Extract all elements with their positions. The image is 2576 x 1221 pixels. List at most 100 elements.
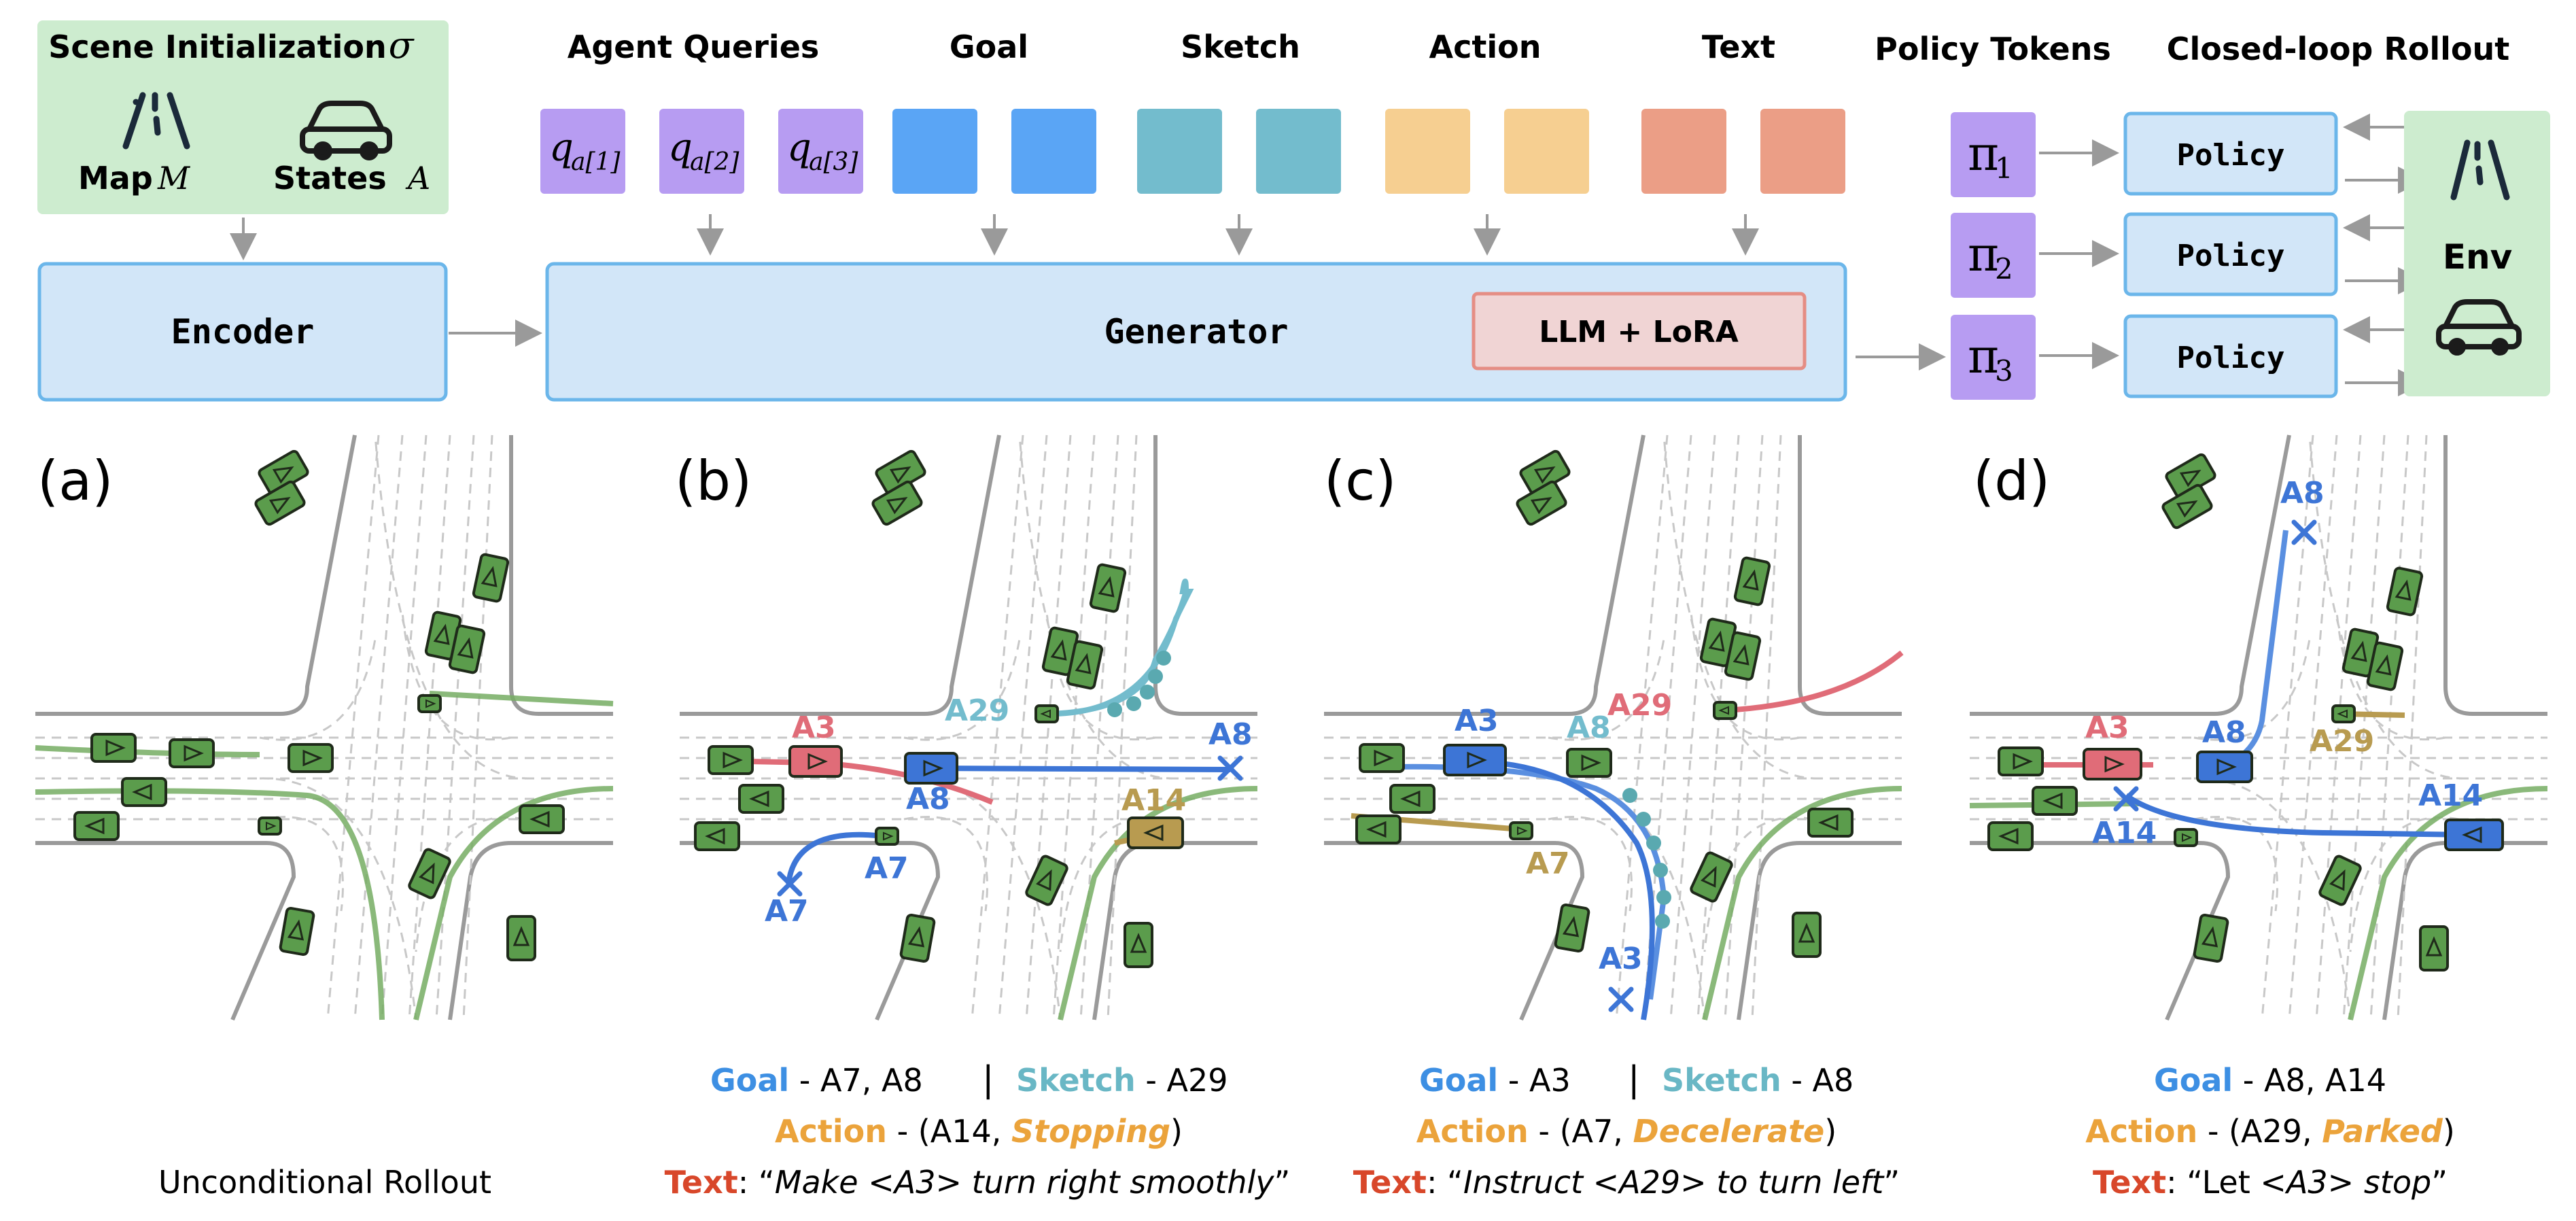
states-label: States: [273, 160, 387, 196]
svg-text:π: π: [1968, 126, 1999, 182]
svg-text:q: q: [549, 126, 574, 170]
goal-token-2: [1011, 109, 1096, 194]
token-arrows: [697, 214, 1759, 256]
panel-b-tag: (b): [675, 449, 752, 513]
panel-c-tag: (c): [1324, 449, 1396, 513]
env-car-icon: [2436, 299, 2522, 356]
caption-b-action: Action - (A14, Stopping): [775, 1113, 1183, 1150]
caption-d-action: Action - (A29, Parked): [2085, 1113, 2455, 1150]
panel-a-tag: (a): [37, 449, 113, 513]
caption-c-line1: Goal - A3: [1419, 1062, 1571, 1099]
policy-box-1: Policy: [2123, 111, 2338, 196]
svg-text:A3: A3: [792, 710, 836, 745]
encoder-label: Encoder: [171, 312, 315, 351]
header-policy-tokens: Policy Tokens: [1875, 31, 2111, 67]
caption-c-sketch: Sketch - A8: [1662, 1062, 1853, 1099]
car-icon: [300, 101, 392, 160]
caption-c-text: Text: “Instruct <A29> to turn left”: [1353, 1164, 1900, 1201]
header-text: Text: [1702, 29, 1775, 65]
panel-c-map: [1324, 435, 1902, 1020]
caption-a: Unconditional Rollout: [158, 1164, 491, 1201]
caption-c-separator: |: [1628, 1059, 1640, 1100]
caption-d-text: Text: “Let <A3> stop”: [2093, 1164, 2448, 1201]
svg-text:2: 2: [1995, 252, 2013, 286]
caption-b-line1: Goal - A7, A8: [710, 1062, 923, 1099]
panel-a-map: [35, 435, 613, 1020]
header-sketch: Sketch: [1181, 29, 1300, 65]
svg-text:A14: A14: [2092, 816, 2157, 850]
panel-d-labels: A8 A3 A8 A29 A14 A14: [2085, 476, 2483, 850]
caption-b-sketch: Sketch - A29: [1016, 1062, 1228, 1099]
svg-text:A7: A7: [1526, 846, 1570, 881]
svg-text:A29: A29: [945, 693, 1009, 728]
scene-init-title: Scene Initialization: [48, 29, 386, 65]
scene-init-box: [37, 20, 449, 214]
policy-box-3: Policy: [2123, 314, 2338, 398]
encoder-box: [37, 262, 448, 402]
svg-text:Policy: Policy: [2177, 239, 2285, 273]
header-action: Action: [1429, 29, 1542, 65]
policy-token-2: π 2: [1951, 213, 2036, 298]
svg-text:A8: A8: [2280, 476, 2325, 511]
svg-text:3: 3: [1995, 354, 2013, 388]
svg-text:q: q: [787, 126, 812, 170]
svg-text:a[1]: a[1]: [571, 148, 621, 176]
svg-text:A8: A8: [1208, 717, 1253, 752]
svg-text:A8: A8: [906, 782, 950, 816]
text-token-2: [1760, 109, 1845, 194]
svg-text:a[3]: a[3]: [809, 148, 858, 176]
svg-text:A29: A29: [2310, 724, 2374, 759]
svg-text:Policy: Policy: [2177, 138, 2285, 173]
map-label: Map: [78, 160, 153, 196]
query-token-3: q a[3]: [778, 109, 863, 194]
text-token-1: [1641, 109, 1726, 194]
header-agent-queries: Agent Queries: [568, 29, 820, 65]
svg-text:A8: A8: [2202, 715, 2246, 750]
panel-b-labels: A3 A29 A8 A8 A14 A7 A7: [765, 693, 1253, 929]
panel-d-tag: (d): [1973, 449, 2050, 513]
svg-text:A3: A3: [1455, 704, 1499, 738]
sketch-token-1: [1137, 109, 1222, 194]
query-token-2: q a[2]: [659, 109, 744, 194]
lora-label: LLM + LoRA: [1539, 315, 1739, 349]
policy-token-3: π 3: [1951, 315, 2036, 400]
policy-box-2: Policy: [2123, 212, 2338, 296]
header-goal: Goal: [950, 29, 1028, 65]
header-closed-loop: Closed-loop Rollout: [2167, 31, 2510, 67]
caption-c-action: Action - (A7, Decelerate): [1416, 1113, 1837, 1150]
scene-init-symbol: σ: [389, 24, 415, 67]
action-token-2: [1504, 109, 1589, 194]
caption-b-text: Text: “Make <A3> turn right smoothly”: [665, 1164, 1291, 1201]
map-symbol: M: [157, 160, 191, 196]
svg-text:A8: A8: [1567, 710, 1611, 745]
caption-d-goal: Goal - A8, A14: [2154, 1062, 2386, 1099]
svg-text:A3: A3: [2085, 710, 2129, 745]
policy-token-1: π 1: [1951, 112, 2036, 197]
svg-text:1: 1: [1995, 152, 2013, 185]
svg-text:Policy: Policy: [2177, 341, 2285, 375]
env-road-icon: [2450, 139, 2510, 201]
svg-text:π: π: [1968, 328, 1999, 384]
action-token-1: [1385, 109, 1470, 194]
env-label: Env: [2443, 237, 2512, 277]
panel-d-map: [1970, 435, 2547, 1020]
query-token-1: q a[1]: [540, 109, 625, 194]
svg-text:A14: A14: [2418, 778, 2483, 813]
svg-text:q: q: [668, 126, 693, 170]
svg-text:A7: A7: [865, 851, 909, 886]
svg-text:A7: A7: [765, 894, 809, 929]
panel-b-map: [680, 435, 1257, 1020]
road-icon: [122, 92, 190, 150]
pi-policy-arrows: [2039, 139, 2119, 369]
svg-text:A3: A3: [1599, 942, 1643, 976]
svg-text:A29: A29: [1607, 688, 1672, 723]
svg-text:A14: A14: [1121, 783, 1186, 818]
goal-token-1: [892, 109, 977, 194]
states-symbol: A: [405, 160, 430, 196]
caption-b-separator: |: [982, 1059, 994, 1100]
lora-box: [1472, 292, 1807, 371]
svg-text:a[2]: a[2]: [690, 148, 739, 176]
svg-text:π: π: [1968, 226, 1999, 282]
generator-label: Generator: [1104, 312, 1289, 351]
